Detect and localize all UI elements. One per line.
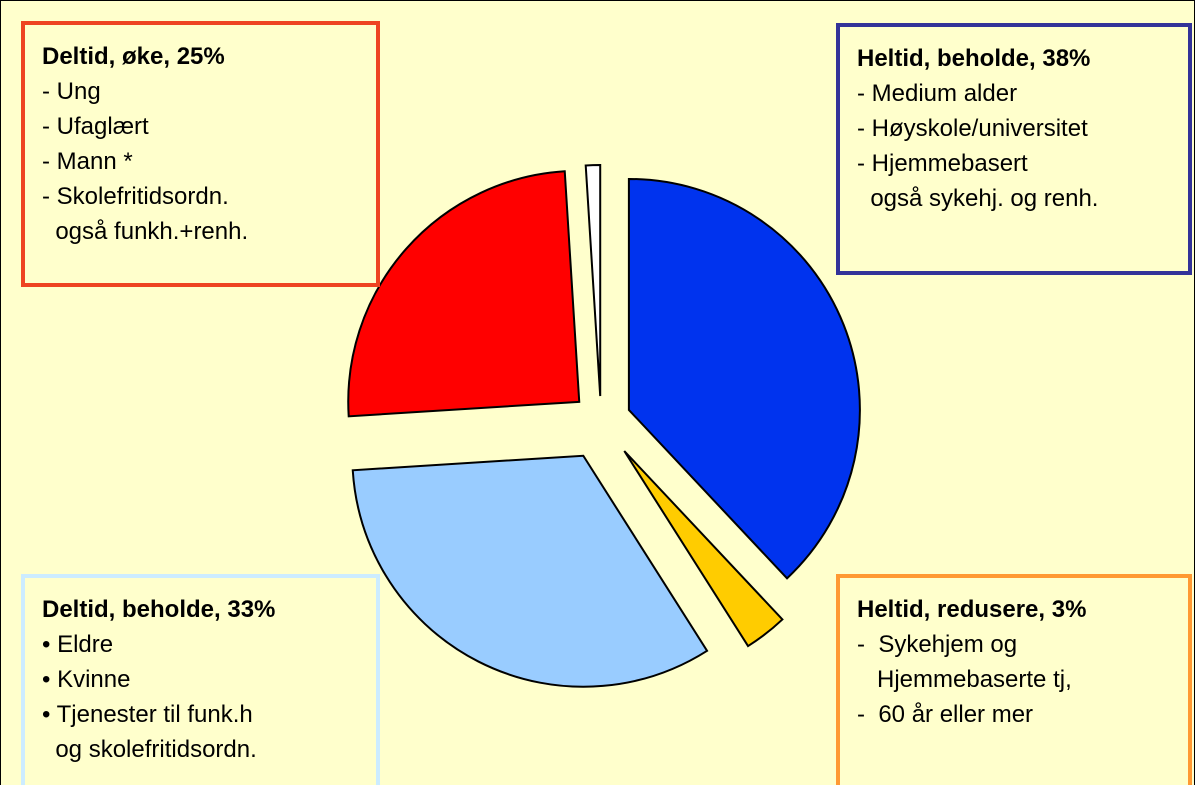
pie-slice (351, 454, 709, 688)
box-title: Deltid, beholde, 33% (42, 596, 276, 623)
box-line: - Hjemmebasert (857, 150, 1028, 177)
box-line: også funkh.+renh. (42, 218, 249, 245)
legend-box: Heltid, beholde, 38% - Medium alder - Høys… (836, 23, 1192, 275)
box-line: Hjemmebaserte tj, (857, 666, 1072, 693)
legend-box: Deltid, øke, 25% - Ung - Ufaglært - Mann * -… (21, 21, 380, 287)
legend-box: Deltid, beholde, 33% • Eldre • Kvinne • Tje… (21, 574, 380, 785)
pie-slice (347, 170, 581, 418)
box-line: - Mann * (42, 148, 133, 175)
box-title: Heltid, beholde, 38% (857, 45, 1091, 72)
box-line: og skolefritidsordn. (42, 736, 257, 763)
box-line: - Medium alder (857, 80, 1018, 107)
box-line: • Kvinne (42, 666, 131, 693)
box-line: • Eldre (42, 631, 114, 658)
box-line: - Høyskole/universitet (857, 115, 1088, 142)
box-line: - Sykehjem og (857, 631, 1018, 658)
pie-slice (584, 164, 602, 397)
legend-box: Heltid, redusere, 3% - Sykehjem og Hjemme… (836, 574, 1192, 785)
pie-slice (623, 450, 784, 648)
box-line: - Skolefritidsordn. (42, 183, 229, 210)
box-title: Deltid, øke, 25% (42, 43, 225, 70)
box-line: - Ufaglært (42, 113, 149, 140)
pie-slice (627, 177, 861, 580)
box-line: også sykehj. og renh. (857, 185, 1099, 212)
box-line: • Tjenester til funk.h (42, 701, 253, 728)
box-line: - Ung (42, 78, 101, 105)
box-line: - 60 år eller mer (857, 701, 1034, 728)
box-title: Heltid, redusere, 3% (857, 596, 1087, 623)
